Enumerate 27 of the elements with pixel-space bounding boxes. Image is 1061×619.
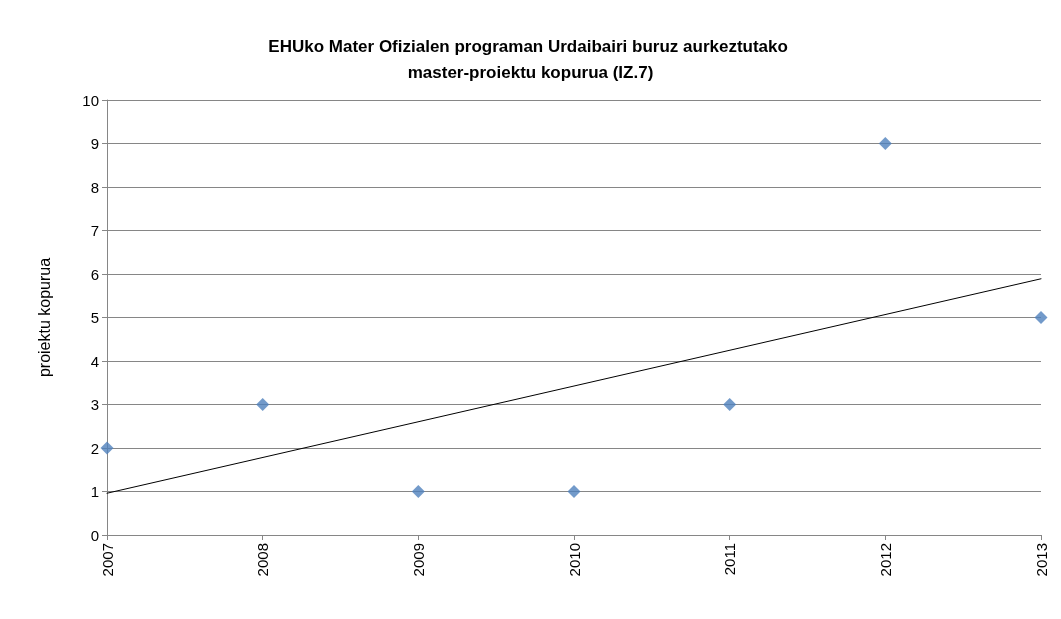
point bbox=[1034, 311, 1048, 324]
chart-title: EHUko Mater Ofizialen programan Urdaibairi buruz aurkeztutako master-proiektu kopurua (IZ.7) bbox=[268, 36, 793, 82]
y-axis-title: proiektu kopurua bbox=[35, 257, 53, 378]
y-tick-label: 4 bbox=[90, 352, 99, 370]
y-tick-label: 0 bbox=[90, 526, 99, 544]
y-tick-label: 10 bbox=[82, 91, 99, 109]
point bbox=[100, 441, 114, 455]
x-tick-label: 2013 bbox=[1032, 543, 1050, 577]
x-tick-label: 2008 bbox=[254, 543, 272, 577]
y-tick-label: 3 bbox=[90, 396, 99, 413]
point bbox=[723, 398, 737, 411]
y-tick-label: 2 bbox=[90, 439, 99, 457]
x-tick-label: 2012 bbox=[876, 543, 894, 577]
y-tick-label: 7 bbox=[90, 222, 99, 239]
point bbox=[256, 398, 270, 411]
y-tick-label: 1 bbox=[90, 483, 99, 500]
y-tick-label: 5 bbox=[90, 309, 99, 326]
x-tick-label: 2010 bbox=[565, 543, 583, 577]
y-tick-label: 6 bbox=[90, 265, 99, 283]
x-tick-label: 2009 bbox=[409, 543, 427, 577]
x-tick-label: 2011 bbox=[721, 543, 739, 576]
point bbox=[878, 137, 892, 150]
point bbox=[567, 485, 581, 498]
y-tick-label: 9 bbox=[90, 135, 99, 152]
x-tick-label: 2007 bbox=[98, 543, 116, 577]
y-tick-label: 8 bbox=[90, 178, 99, 196]
point bbox=[411, 485, 425, 498]
